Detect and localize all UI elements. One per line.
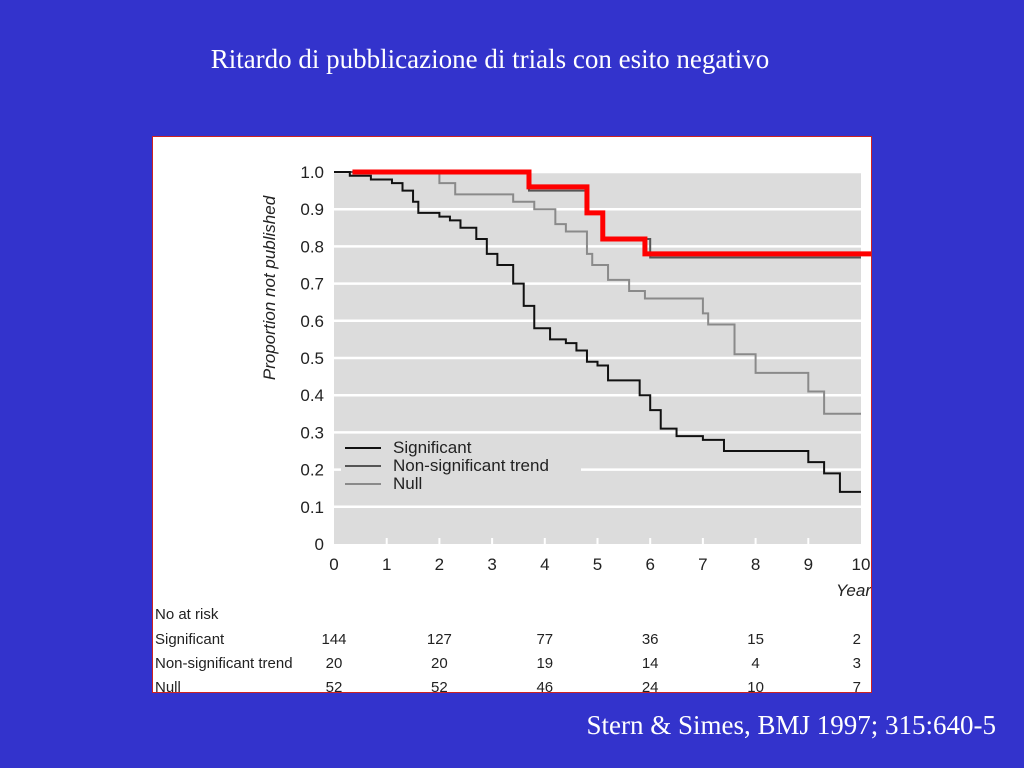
at-risk-value: 20 <box>431 655 448 672</box>
at-risk-value: 36 <box>642 631 659 648</box>
at-risk-value: 52 <box>431 679 448 692</box>
at-risk-title: No at risk <box>155 606 219 623</box>
x-tick-label: 2 <box>435 555 444 574</box>
y-tick-label: 0.9 <box>300 200 324 219</box>
citation: Stern & Simes, BMJ 1997; 315:640-5 <box>586 710 996 740</box>
y-tick-label: 0.4 <box>300 386 324 405</box>
series-line-significant <box>334 171 861 493</box>
x-tick-label: 7 <box>698 555 707 574</box>
at-risk-value: 77 <box>536 631 553 648</box>
at-risk-value: 46 <box>536 679 553 692</box>
y-tick-label: 0.8 <box>300 237 324 256</box>
x-axis-label: Year <box>836 581 871 600</box>
y-tick-label: 0.1 <box>300 498 324 517</box>
x-tick-label: 1 <box>382 555 391 574</box>
legend-bg <box>341 458 581 476</box>
slide-title: Ritardo di pubblicazione di trials con e… <box>210 44 770 74</box>
at-risk-value: 19 <box>536 655 553 672</box>
y-tick-label: 0.3 <box>300 423 324 442</box>
y-tick-label: 1.0 <box>300 163 324 182</box>
x-tick-label: 0 <box>329 555 338 574</box>
legend-bg <box>341 440 581 458</box>
at-risk-value: 3 <box>853 655 861 672</box>
at-risk-row-label: Non-significant trend <box>155 655 293 672</box>
at-risk-value: 7 <box>853 679 861 692</box>
x-tick-label: 3 <box>487 555 496 574</box>
at-risk-row-label: Significant <box>155 631 225 648</box>
legend-label: Null <box>393 474 422 493</box>
at-risk-value: 15 <box>747 631 764 648</box>
x-tick-label: 9 <box>804 555 813 574</box>
survival-chart-figure: 0 0.1 0.2 0.3 0.4 0.5 0.6 0.7 0.8 0.9 1.0 0 1 2 3 4 5 6 7 8… <box>152 136 872 693</box>
at-risk-value: 20 <box>326 655 343 672</box>
at-risk-value: 4 <box>751 655 759 672</box>
at-risk-value: 10 <box>747 679 764 692</box>
x-tick-label: 8 <box>751 555 760 574</box>
y-tick-label: 0 <box>315 535 324 554</box>
y-tick-label: 0.7 <box>300 275 324 294</box>
at-risk-value: 2 <box>853 631 861 648</box>
x-tick-label: 5 <box>593 555 602 574</box>
legend-bg <box>341 476 581 494</box>
x-tick-label: 10 <box>852 555 871 574</box>
y-tick-label: 0.2 <box>300 461 324 480</box>
at-risk-value: 24 <box>642 679 659 692</box>
y-axis-label: Proportion not published <box>260 195 279 380</box>
legend-label: Non-significant trend <box>393 456 549 475</box>
x-tick-label: 6 <box>645 555 654 574</box>
km-chart: 0 0.1 0.2 0.3 0.4 0.5 0.6 0.7 0.8 0.9 1.0 0 1 2 3 4 5 6 7 8… <box>155 163 871 692</box>
at-risk-value: 52 <box>326 679 343 692</box>
at-risk-row-label: Null <box>155 679 181 692</box>
y-tick-label: 0.6 <box>300 312 324 331</box>
series-line-null <box>334 171 861 415</box>
at-risk-value: 14 <box>642 655 659 672</box>
at-risk-value: 127 <box>427 631 452 648</box>
legend-label: Significant <box>393 438 472 457</box>
x-tick-label: 4 <box>540 555 549 574</box>
highlight-overlay-line <box>352 169 871 257</box>
at-risk-value: 144 <box>321 631 346 648</box>
y-tick-label: 0.5 <box>300 349 324 368</box>
